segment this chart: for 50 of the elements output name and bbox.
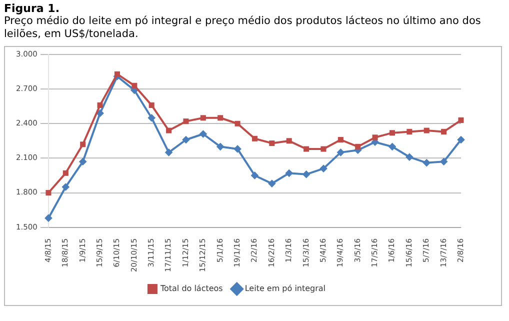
- point: [337, 148, 344, 156]
- point: [216, 143, 224, 150]
- point: [97, 102, 103, 108]
- point: [406, 128, 412, 134]
- point: [304, 146, 310, 152]
- point: [268, 180, 276, 188]
- point: [286, 138, 292, 144]
- legend-label: Total do lácteos: [159, 284, 223, 294]
- point: [166, 128, 172, 134]
- point: [320, 146, 326, 152]
- point: [182, 136, 190, 144]
- point: [46, 190, 52, 196]
- point: [79, 158, 86, 166]
- point: [302, 170, 310, 178]
- point: [251, 172, 258, 179]
- point: [62, 170, 68, 176]
- point: [62, 183, 70, 190]
- point: [165, 148, 172, 156]
- legend-label: Leite em pó integral: [244, 284, 326, 294]
- point: [96, 110, 104, 117]
- point: [234, 120, 240, 126]
- point: [148, 114, 156, 122]
- point: [218, 115, 224, 121]
- point: [234, 145, 242, 152]
- point: [441, 128, 447, 134]
- point: [458, 136, 464, 144]
- point: [114, 71, 120, 77]
- point: [458, 117, 464, 123]
- chart-title: Figura 1.: [4, 2, 60, 15]
- point: [44, 214, 52, 222]
- point: [388, 143, 396, 150]
- chart-subtitle: Preço médio do leite em pó integral e preço médio dos produtos lácteos no último ano dos leilões, em US$/tonelada.: [4, 15, 482, 41]
- point: [406, 154, 413, 161]
- point: [424, 128, 430, 134]
- point: [338, 136, 344, 143]
- point: [132, 82, 138, 88]
- point: [269, 140, 275, 146]
- point: [286, 170, 293, 177]
- point: [200, 115, 206, 121]
- point: [148, 102, 154, 108]
- point: [389, 130, 396, 136]
- point: [372, 134, 378, 140]
- point: [200, 130, 207, 138]
- point: [320, 165, 327, 172]
- point: [80, 142, 86, 148]
- point: [252, 136, 258, 142]
- point: [440, 158, 448, 166]
- point: [355, 144, 361, 150]
- point: [423, 159, 430, 166]
- point: [183, 118, 189, 124]
